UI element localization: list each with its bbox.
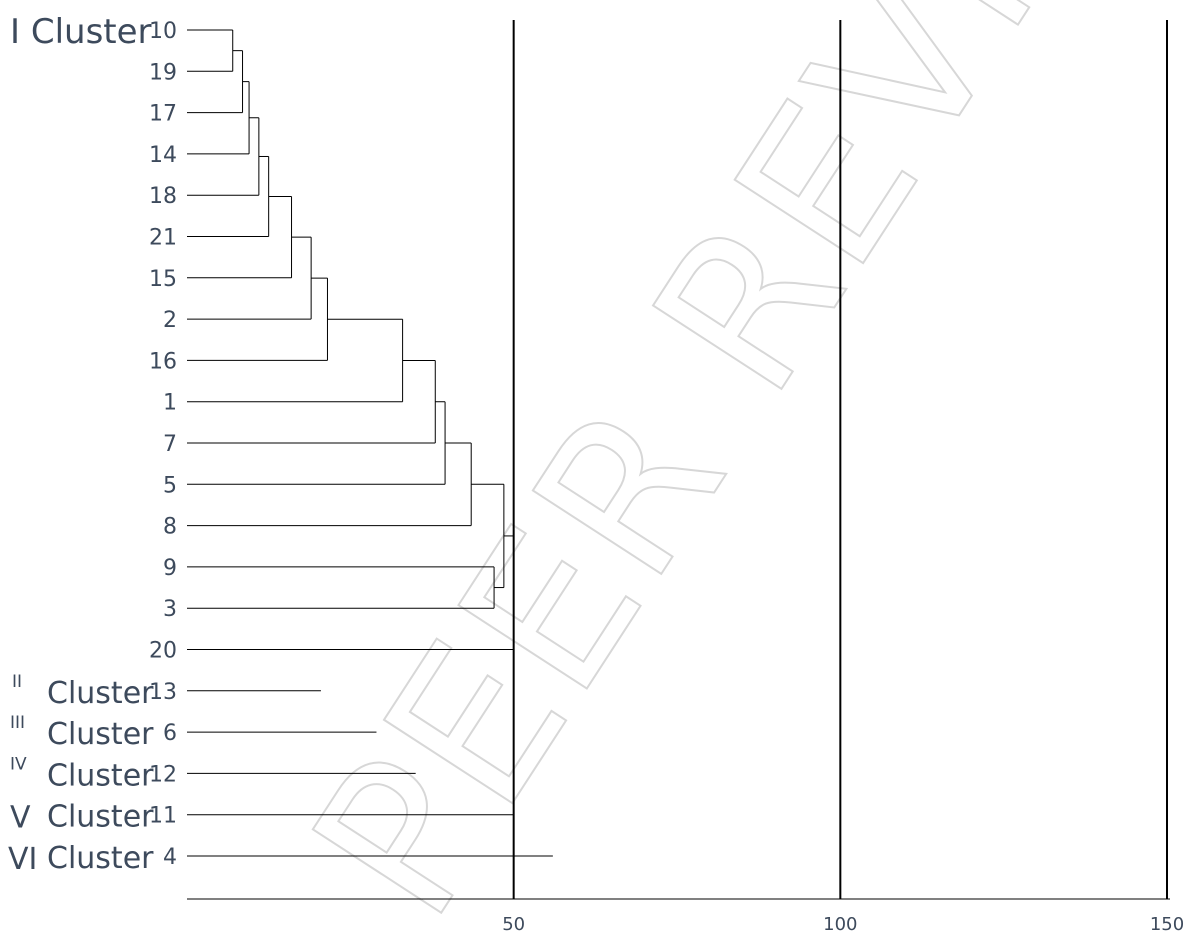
merge-link	[187, 155, 270, 237]
leaf-label-9: 9	[163, 556, 177, 581]
cluster-roman-V: V	[10, 801, 31, 836]
cluster-word-III: Cluster	[47, 717, 154, 752]
x-tick-label-50: 50	[502, 914, 525, 935]
leaf-label-13: 13	[149, 680, 177, 705]
leaf-label-8: 8	[163, 515, 177, 540]
cluster-label-I: I Cluster	[10, 12, 152, 52]
leaf-label-1: 1	[163, 391, 177, 416]
reference-lines	[512, 20, 1168, 899]
merge-link	[187, 535, 515, 650]
leaf-label-18: 18	[149, 184, 177, 209]
leaf-label-6: 6	[163, 721, 177, 746]
cluster-roman-VI: VI	[8, 842, 37, 877]
x-tick-label-150: 150	[1150, 914, 1184, 935]
leaf-label-21: 21	[149, 226, 177, 251]
leaf-label-4: 4	[163, 845, 177, 870]
leaf-label-15: 15	[149, 267, 177, 292]
cluster-labels: I Cluster II Cluster III Cluster IV Cluster V Cl…	[8, 12, 154, 877]
merge-link	[187, 29, 234, 72]
merge-link	[187, 50, 244, 114]
leaf-label-5: 5	[163, 473, 177, 498]
leaf-label-14: 14	[149, 143, 177, 168]
leaf-label-7: 7	[163, 432, 177, 457]
cluster-roman-II: II	[12, 672, 22, 692]
merge-link	[187, 195, 293, 279]
leaf-label-2: 2	[163, 308, 177, 333]
watermark: PEER REVIEW	[265, 0, 1187, 940]
leaf-label-19: 19	[149, 60, 177, 85]
leaf-label-3: 3	[163, 597, 177, 622]
leaf-label-11: 11	[149, 804, 177, 829]
cluster-word-IV: Cluster	[47, 758, 154, 793]
leaf-label-20: 20	[149, 639, 177, 664]
merge-link	[187, 81, 250, 155]
leaf-label-16: 16	[149, 349, 177, 374]
x-tick-labels: 50 100 150	[502, 914, 1184, 935]
leaf-label-10: 10	[149, 19, 177, 44]
merge-link	[187, 117, 260, 196]
cluster-word-VI: Cluster	[47, 841, 154, 876]
cluster-word-II: Cluster	[47, 676, 154, 711]
cluster-word-V: Cluster	[47, 800, 154, 835]
dendrogram-links	[187, 29, 553, 857]
cluster-roman-IV: IV	[10, 754, 27, 774]
cluster-roman-III: III	[10, 713, 25, 733]
watermark-text: PEER REVIEW	[266, 0, 1187, 940]
leaf-label-17: 17	[149, 102, 177, 127]
leaf-label-12: 12	[149, 762, 177, 787]
x-tick-label-100: 100	[823, 914, 857, 935]
